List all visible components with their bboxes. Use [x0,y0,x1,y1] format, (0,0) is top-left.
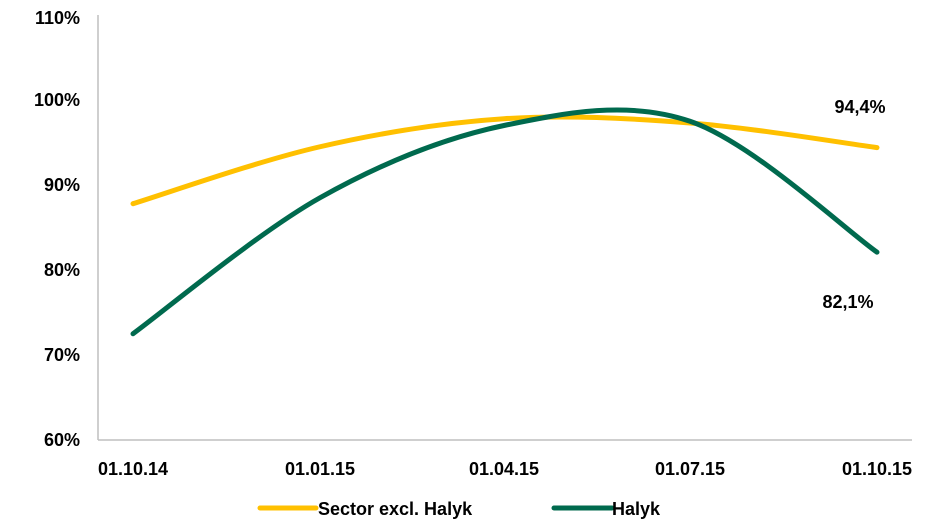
x-tick-label: 01.07.15 [655,459,725,479]
y-tick-label: 110% [35,8,80,28]
y-tick-label: 90% [44,175,80,195]
data-label-halyk-last: 82,1% [822,292,873,312]
series-line-halyk [130,107,880,337]
series-line-sector [130,114,880,207]
x-tick-label: 01.04.15 [469,459,539,479]
y-tick-label: 60% [44,430,80,450]
legend-label-sector: Sector excl. Halyk [318,499,473,519]
y-tick-label: 70% [44,345,80,365]
y-tick-label: 100% [34,90,80,110]
x-tick-label: 01.10.15 [842,459,912,479]
legend: Sector excl. Halyk Halyk [257,499,661,519]
x-tick-label: 01.10.14 [98,459,168,479]
y-tick-label: 80% [44,260,80,280]
x-tick-label: 01.01.15 [285,459,355,479]
legend-label-halyk: Halyk [612,499,661,519]
data-label-sector-last: 94,4% [834,97,885,117]
